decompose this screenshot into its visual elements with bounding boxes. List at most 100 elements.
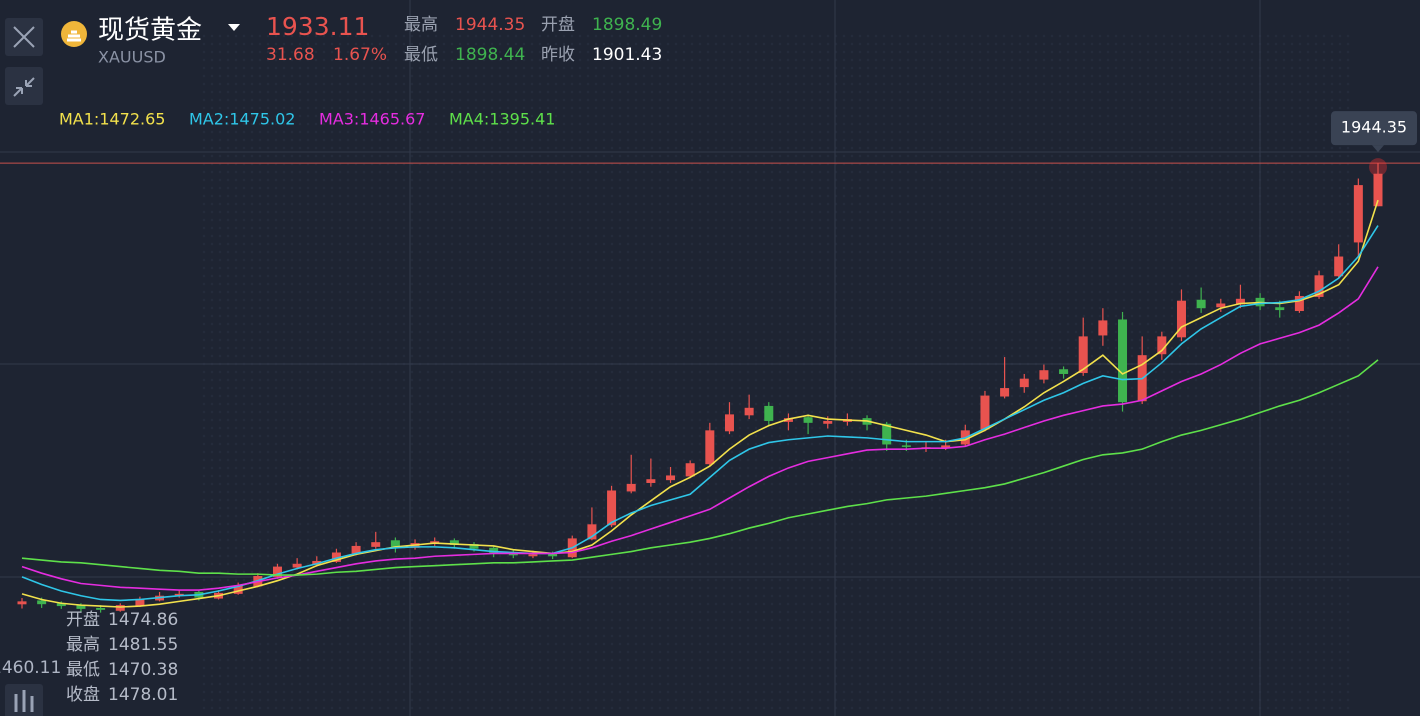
- candle-body: [489, 547, 499, 554]
- price-change-pct: 1.67%: [333, 45, 387, 65]
- candle-body: [135, 599, 145, 607]
- stat-value: 1898.49: [592, 15, 662, 35]
- candle-body: [1196, 299, 1206, 309]
- candle-body: [823, 420, 833, 424]
- candle-body: [646, 479, 656, 483]
- candle-body: [1314, 275, 1324, 297]
- candle-body: [1353, 185, 1363, 243]
- price-tag: [1331, 111, 1417, 146]
- candle-body: [1078, 336, 1088, 374]
- collapse-icon: [13, 77, 35, 97]
- candle-body: [705, 430, 715, 465]
- stat-value: 1944.35: [455, 15, 525, 35]
- close-icon: [13, 26, 35, 48]
- candle-body: [56, 603, 66, 607]
- price-tag-pointer: [1372, 145, 1384, 153]
- tooltip-value: 1481.55: [108, 635, 178, 655]
- candle-body: [744, 407, 754, 416]
- candle-body: [1098, 320, 1108, 336]
- candle-body: [1334, 256, 1344, 277]
- plot: 1944.35: [0, 111, 1420, 613]
- candle-body: [390, 540, 400, 547]
- candle-body: [1176, 300, 1186, 338]
- tooltip: 开盘 1474.86 最高 1481.55 最低 1470.38 收盘 1478.01: [66, 610, 178, 705]
- candle-body: [331, 552, 341, 562]
- candle-body: [666, 475, 676, 481]
- stat-label: 开盘: [541, 15, 575, 35]
- dropdown-arrow[interactable]: [228, 24, 240, 31]
- candle-body: [1118, 319, 1128, 403]
- candle-body: [233, 585, 243, 594]
- stat-label: 昨收: [541, 45, 575, 65]
- instrument-name: 现货黄金: [98, 16, 202, 46]
- legend-entry: MA1:1472.65: [59, 110, 165, 129]
- gold-icon: [61, 21, 87, 47]
- candle-body: [764, 405, 774, 421]
- candle-body: [685, 463, 695, 477]
- candle-body: [783, 418, 793, 422]
- candle-body: [1235, 298, 1245, 305]
- indicator-icon: [14, 690, 34, 712]
- tooltip-value: 1470.38: [108, 660, 178, 680]
- stat-value: 1901.43: [592, 45, 662, 65]
- collapse-button[interactable]: [5, 67, 43, 105]
- world-map-texture: [200, 30, 1350, 710]
- candle-body: [941, 445, 951, 449]
- legend-entry: MA3:1465.67: [319, 110, 425, 129]
- candle-body: [1373, 173, 1383, 207]
- candle-body: [901, 445, 911, 447]
- instrument-symbol: XAUUSD: [98, 48, 166, 67]
- candle-body: [724, 414, 734, 432]
- candle-body: [1000, 388, 1010, 397]
- tooltip-label: 最高: [66, 635, 100, 655]
- candle-body: [371, 542, 381, 547]
- candle-body: [351, 545, 361, 554]
- candle-body: [980, 395, 990, 430]
- candle-body: [272, 566, 282, 577]
- candle-body: [76, 605, 86, 609]
- ma-line: [21, 266, 1379, 591]
- tooltip-label: 开盘: [66, 610, 100, 630]
- candle-body: [1157, 336, 1167, 355]
- candle-body: [548, 553, 558, 557]
- candle-body: [1216, 303, 1226, 308]
- candle-body: [528, 554, 538, 557]
- candle-body: [469, 544, 479, 549]
- candle-body: [587, 524, 597, 540]
- candle-body: [312, 560, 322, 565]
- legend-entry: MA2:1475.02: [189, 110, 295, 129]
- tooltip-value: 1474.86: [108, 610, 178, 630]
- stats: 最高 1944.35 开盘 1898.49 最低 1898.44 昨收 1901.43: [404, 15, 662, 65]
- last-price: 1933.11: [266, 12, 369, 41]
- candle-body: [96, 607, 106, 610]
- candle-body: [174, 593, 184, 596]
- candle-body: [607, 490, 617, 526]
- candle-body: [1294, 295, 1304, 312]
- stat-label: 最低: [404, 45, 438, 65]
- ma-line: [21, 199, 1379, 608]
- price-tag-label: 1944.35: [1341, 118, 1407, 137]
- tooltip-label: 最低: [66, 660, 100, 680]
- candle-body: [626, 483, 636, 492]
- candle-body: [1019, 378, 1029, 388]
- candle-body: [1275, 307, 1285, 311]
- candle-body: [17, 601, 27, 605]
- candle-body: [1039, 370, 1049, 380]
- legend-entry: MA4:1395.41: [449, 110, 555, 129]
- candle-body: [1059, 369, 1069, 374]
- candle-body: [449, 540, 459, 545]
- candle-body: [115, 605, 125, 611]
- candle-body: [882, 423, 892, 445]
- tooltip-value: 1478.01: [108, 685, 178, 705]
- candle-body: [37, 600, 47, 605]
- tooltip-label: 收盘: [66, 685, 100, 705]
- gold-bars: [67, 30, 81, 42]
- stat-value: 1898.44: [455, 45, 525, 65]
- ma-line: [21, 359, 1379, 576]
- legend: MA1:1472.65 MA2:1475.02 MA3:1465.67 MA4:139…: [59, 110, 555, 129]
- price-change: 31.68: [266, 45, 315, 65]
- candle-body: [292, 563, 302, 568]
- stat-label: 最高: [404, 15, 438, 35]
